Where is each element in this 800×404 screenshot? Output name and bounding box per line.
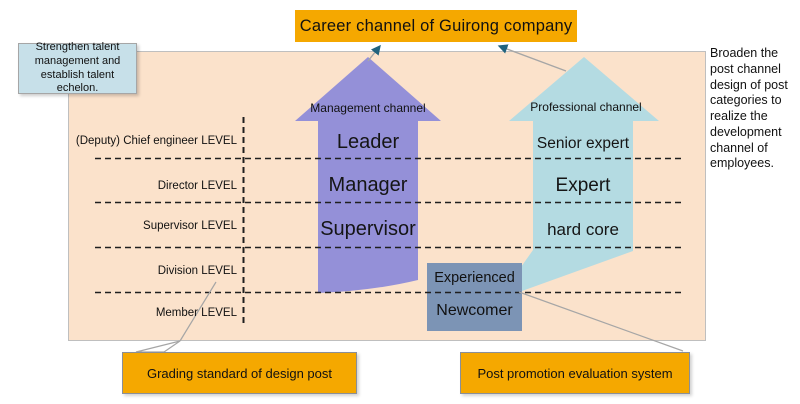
right-note-text: Broaden the post channel design of post … bbox=[710, 46, 788, 171]
callout-post-promotion: Post promotion evaluation system bbox=[460, 352, 690, 394]
callout-left-tail bbox=[135, 340, 181, 353]
professional-step-senior-expert: Senior expert bbox=[536, 135, 630, 152]
management-arrow-shape bbox=[295, 57, 441, 293]
entry-steps-box: Experienced Newcomer bbox=[427, 263, 522, 331]
connector-callout-right bbox=[518, 291, 684, 352]
connector-professional-to-title bbox=[497, 44, 567, 72]
level-label-chief-engineer: (Deputy) Chief engineer LEVEL bbox=[75, 135, 237, 147]
title-banner: Career channel of Guirong company bbox=[295, 10, 577, 42]
professional-step-expert: Expert bbox=[555, 175, 611, 196]
management-step-manager: Manager bbox=[328, 174, 408, 196]
management-step-supervisor: Supervisor bbox=[320, 218, 416, 240]
left-note-callout: Strengthen talent management and establi… bbox=[18, 41, 137, 94]
professional-step-hard-core: hard core bbox=[547, 220, 619, 239]
callout-grading-standard: Grading standard of design post bbox=[122, 352, 357, 394]
connector-callout-left bbox=[179, 281, 217, 342]
entry-step-newcomer: Newcomer bbox=[436, 302, 513, 319]
professional-channel-label: Professional channel bbox=[530, 100, 642, 114]
level-label-supervisor: Supervisor LEVEL bbox=[143, 220, 237, 232]
entry-step-experienced: Experienced bbox=[434, 270, 515, 286]
management-step-leader: Leader bbox=[336, 131, 400, 153]
management-channel-label: Management channel bbox=[310, 101, 426, 115]
level-label-director: Director LEVEL bbox=[157, 180, 237, 192]
level-label-member: Member LEVEL bbox=[155, 307, 237, 319]
connector-management-to-title bbox=[367, 44, 381, 62]
level-label-division: Division LEVEL bbox=[157, 265, 237, 277]
professional-arrow-shape bbox=[509, 57, 659, 291]
